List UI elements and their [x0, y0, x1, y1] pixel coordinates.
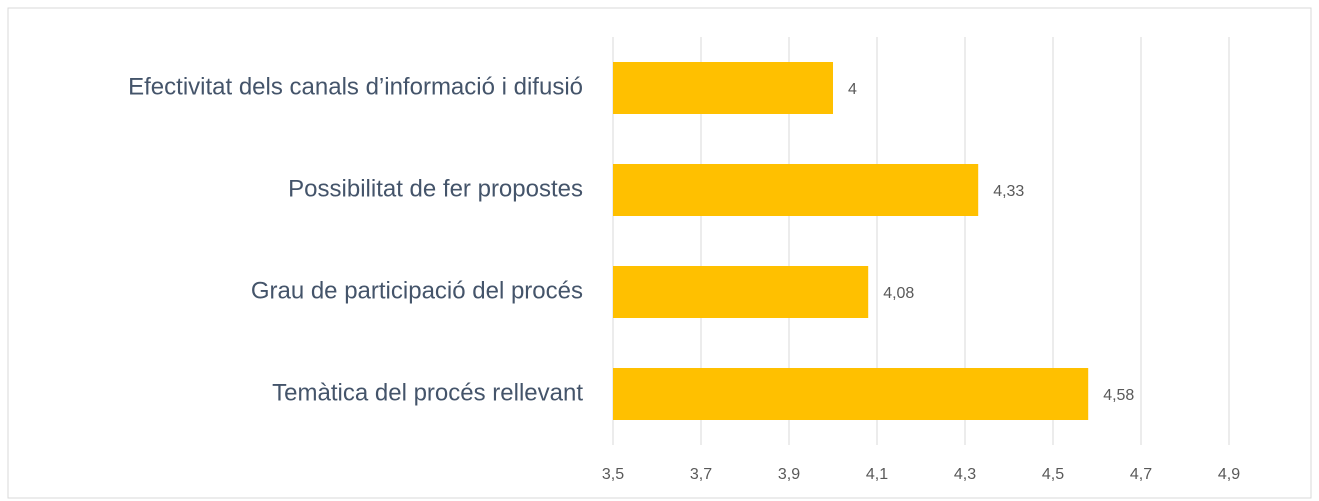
- data-label: 4,33: [993, 183, 1024, 200]
- data-label: 4,08: [883, 285, 914, 302]
- x-tick-label: 3,9: [778, 466, 800, 483]
- bar: [613, 266, 869, 318]
- x-tick-label: 4,3: [954, 466, 976, 483]
- y-tick-label: Temàtica del procés rellevant: [272, 379, 583, 406]
- x-tick-label: 3,7: [690, 466, 712, 483]
- bar: [613, 368, 1089, 420]
- y-tick-label: Efectivitat dels canals d’informació i d…: [128, 73, 583, 100]
- data-label: 4: [848, 81, 857, 98]
- x-tick-label: 4,9: [1218, 466, 1240, 483]
- y-tick-label: Possibilitat de fer propostes: [288, 175, 583, 202]
- data-label: 4,58: [1103, 387, 1134, 404]
- x-tick-label: 4,5: [1042, 466, 1064, 483]
- x-tick-label: 3,5: [602, 466, 624, 483]
- bar: [613, 62, 833, 114]
- bar: [613, 164, 979, 216]
- y-tick-label: Grau de participació del procés: [251, 277, 583, 304]
- x-tick-label: 4,7: [1130, 466, 1152, 483]
- x-tick-label: 4,1: [866, 466, 888, 483]
